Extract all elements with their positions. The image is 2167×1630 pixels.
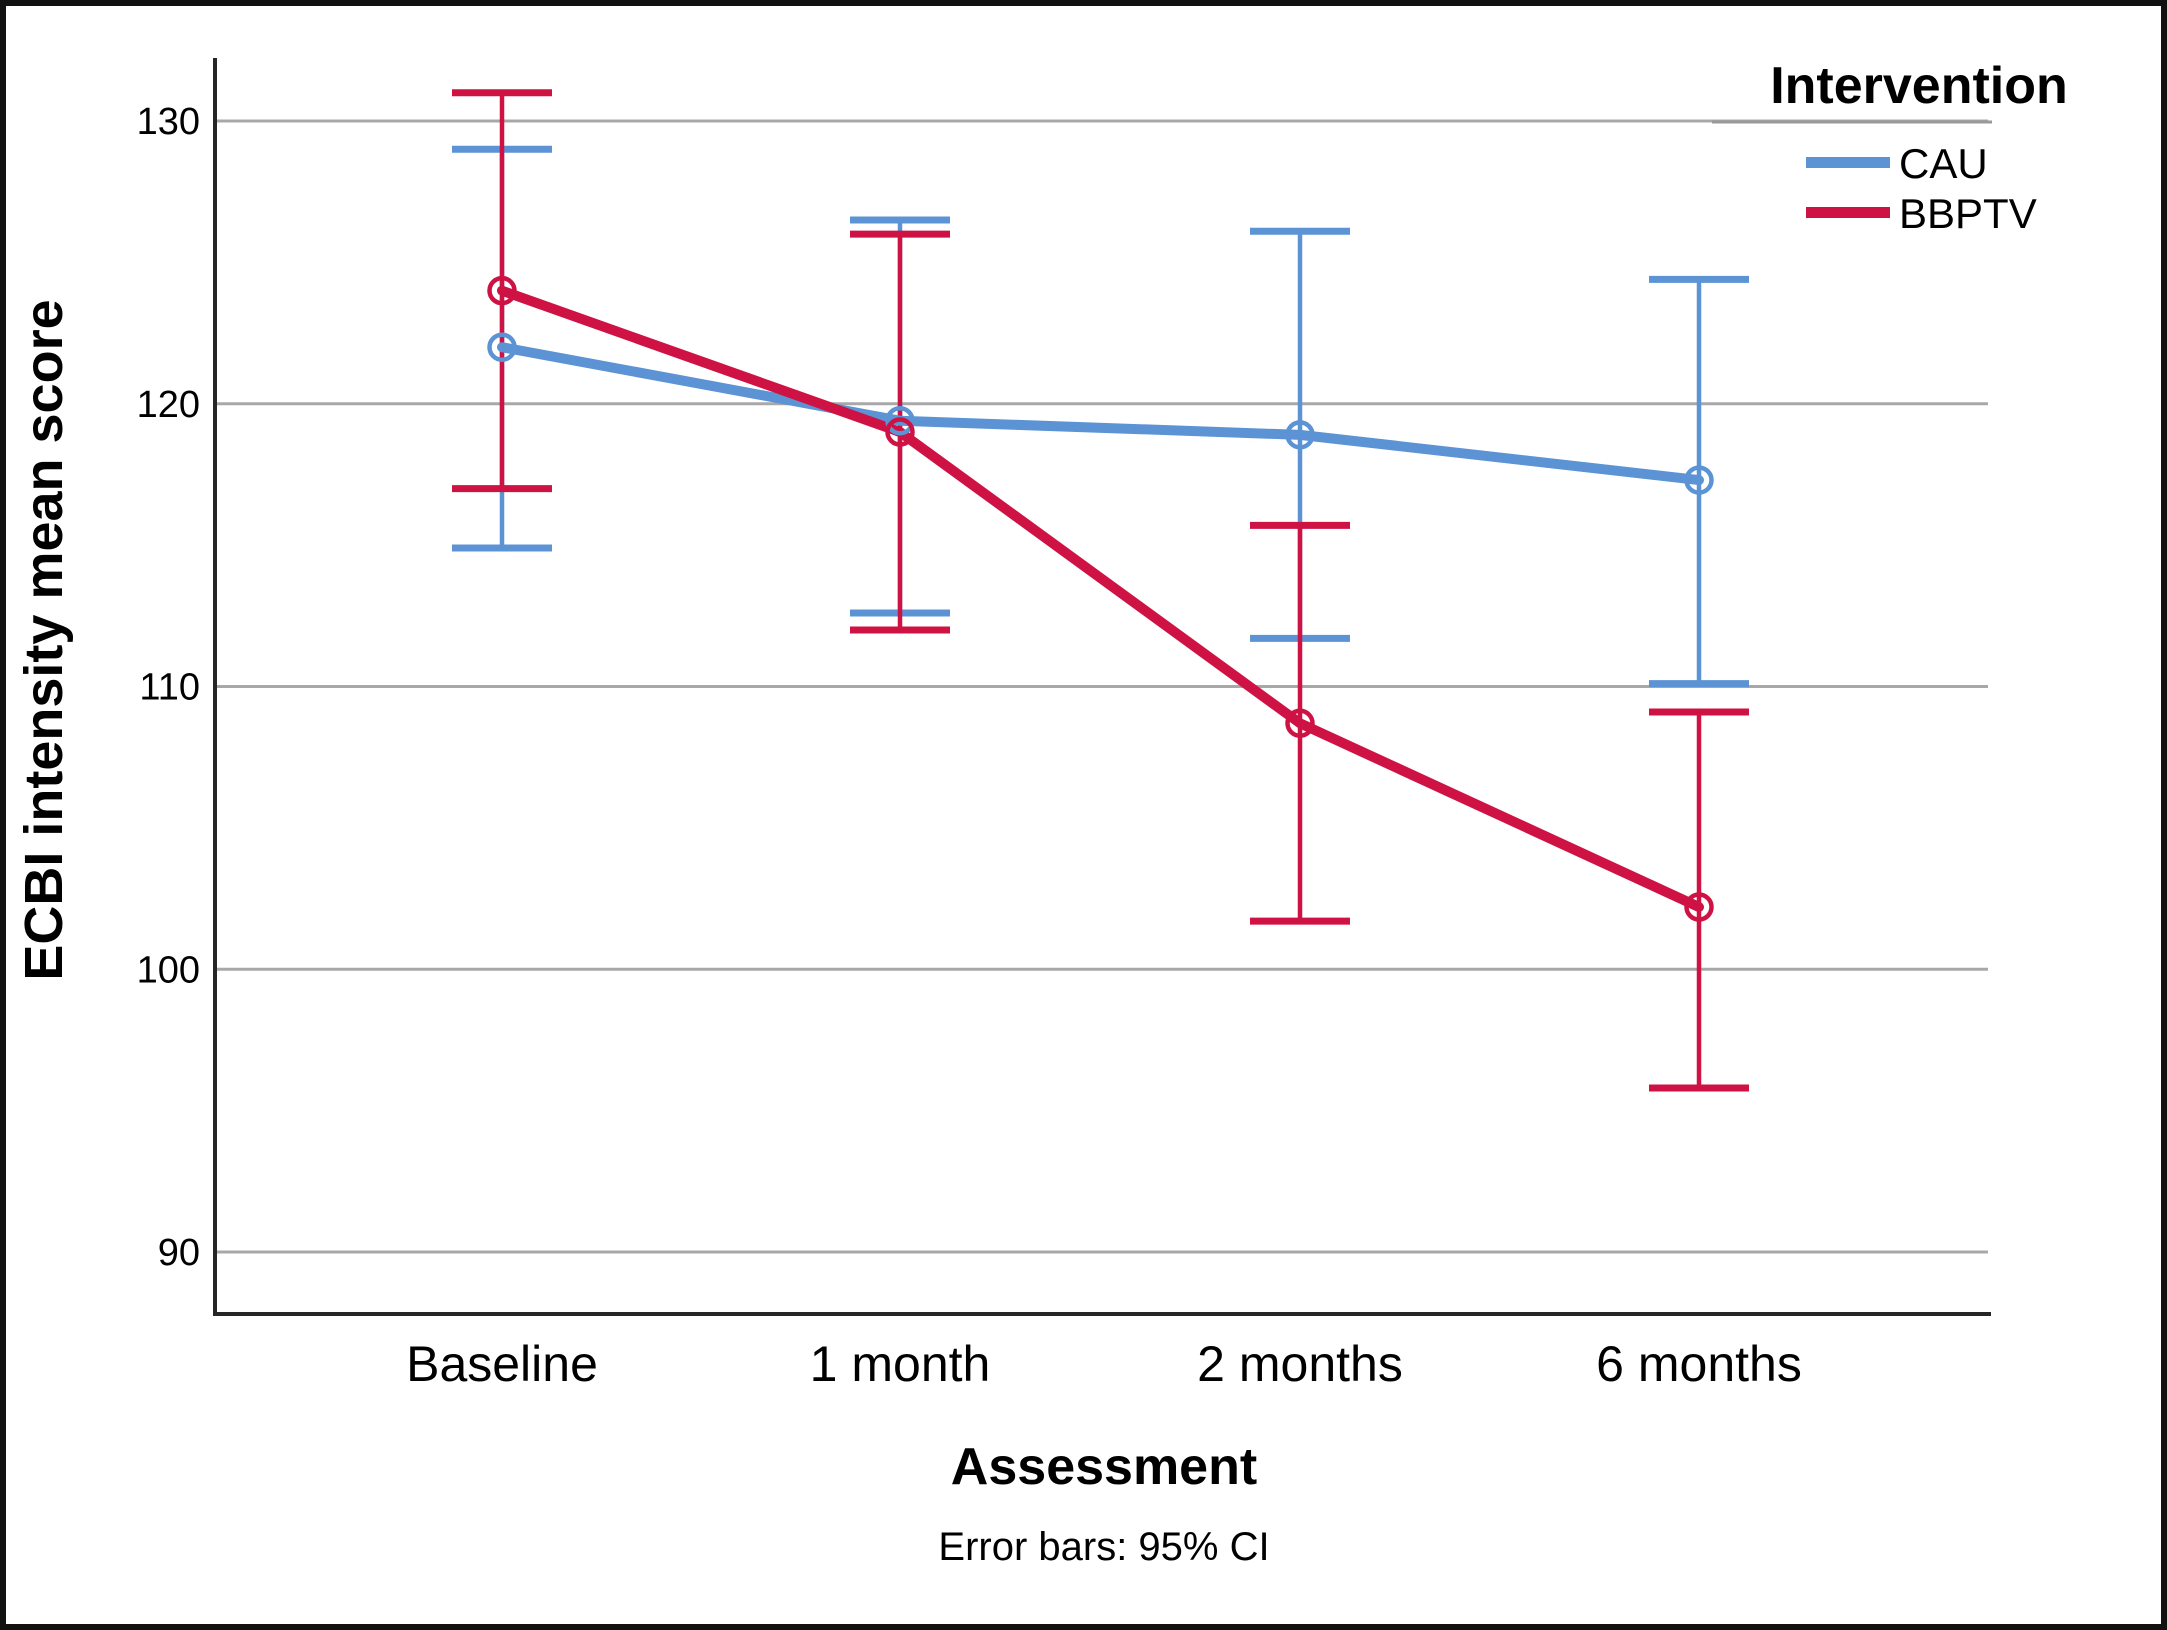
cau-swatch-icon: [1806, 157, 1890, 168]
x-category-label: 1 month: [810, 1336, 991, 1392]
series-line: [497, 342, 1704, 486]
data-point-marker: [1684, 465, 1714, 495]
bbptv-swatch-icon: [1806, 207, 1890, 218]
gridlines: [215, 119, 1988, 1254]
legend-label-bbptv: BBPTV: [1899, 190, 2037, 237]
y-tick-label: 130: [137, 101, 200, 143]
legend-label-cau: CAU: [1899, 140, 1988, 187]
data-point-marker: [885, 405, 915, 436]
series-line: [497, 285, 1704, 913]
series-layer: [452, 89, 1749, 1092]
y-tick-labels: 90 100 110 120 130: [137, 101, 200, 1274]
y-tick-label: 110: [139, 667, 200, 709]
legend: Intervention CAU BBPTV: [1712, 57, 2068, 237]
y-tick-label: 120: [137, 384, 200, 426]
y-tick-label: 90: [158, 1232, 200, 1274]
legend-entry-bbptv: BBPTV: [1806, 190, 2037, 237]
x-category-label: 6 months: [1596, 1336, 1802, 1392]
data-point-marker: [1684, 892, 1714, 922]
data-point-marker: [1285, 420, 1315, 450]
y-tick-label: 100: [137, 949, 200, 991]
legend-entry-cau: CAU: [1806, 140, 1988, 187]
data-point-marker: [487, 275, 517, 306]
x-category-labels: Baseline 1 month 2 months 6 months: [406, 1336, 1802, 1392]
data-point-marker: [885, 417, 915, 447]
x-category-label: Baseline: [406, 1336, 598, 1392]
y-axis-title: ECBI intensity mean score: [14, 299, 74, 980]
x-axis-title: Assessment: [951, 1438, 1257, 1496]
data-point-marker: [1285, 708, 1315, 739]
legend-title: Intervention: [1770, 57, 2068, 115]
error-bar: [1649, 708, 1749, 1092]
data-point-marker: [487, 332, 517, 362]
error-bars-footnote: Error bars: 95% CI: [938, 1525, 1269, 1569]
x-category-label: 2 months: [1197, 1336, 1403, 1392]
